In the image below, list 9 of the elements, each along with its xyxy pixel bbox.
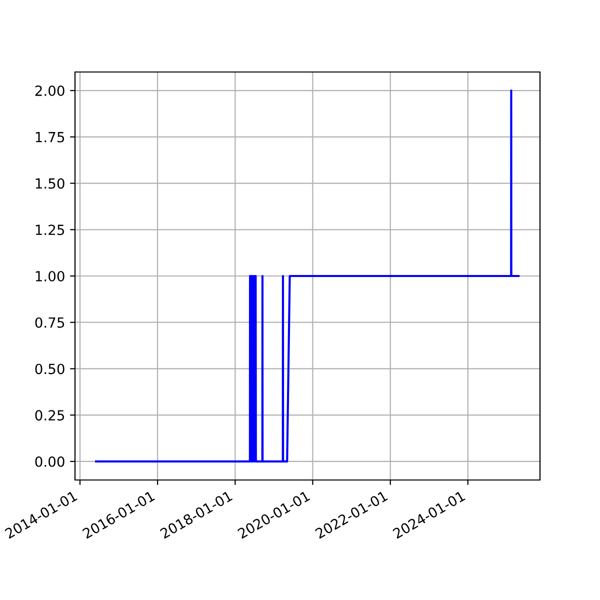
y-tick-label: 1.75 — [36, 132, 64, 142]
y-tick-label: 0.00 — [35, 456, 64, 467]
y-tick-label: 2.00 — [35, 86, 64, 96]
y-tick-label: 1.25 — [36, 224, 64, 236]
y-tick-label: 1.00 — [36, 270, 64, 282]
y-tick-label: 1.50 — [36, 178, 64, 189]
y-tick-label: 0.75 — [35, 317, 64, 328]
y-tick-label: 0.25 — [35, 410, 64, 421]
y-tick-label: 0.50 — [35, 364, 64, 374]
